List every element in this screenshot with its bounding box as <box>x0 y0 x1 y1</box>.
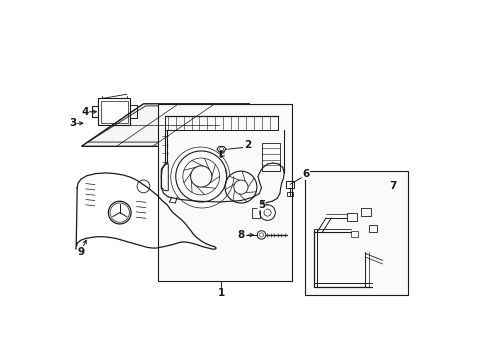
Text: 7: 7 <box>389 181 396 191</box>
Bar <box>287 192 292 195</box>
Text: 2: 2 <box>243 140 250 149</box>
Text: 1: 1 <box>217 288 224 298</box>
Bar <box>286 181 293 188</box>
Text: 8: 8 <box>237 230 244 240</box>
Text: 3: 3 <box>69 118 76 128</box>
Bar <box>101 101 128 123</box>
Text: 9: 9 <box>77 247 84 257</box>
Text: 4: 4 <box>81 107 88 117</box>
Bar <box>350 231 357 238</box>
Bar <box>361 208 370 216</box>
Text: 6: 6 <box>302 169 309 179</box>
Text: 5: 5 <box>257 200 264 210</box>
Bar <box>368 225 377 232</box>
Bar <box>305 171 407 295</box>
Bar <box>98 99 130 125</box>
Polygon shape <box>81 104 249 146</box>
Bar <box>252 208 260 217</box>
Bar <box>346 213 356 221</box>
Bar <box>157 104 292 281</box>
Bar <box>261 143 279 171</box>
